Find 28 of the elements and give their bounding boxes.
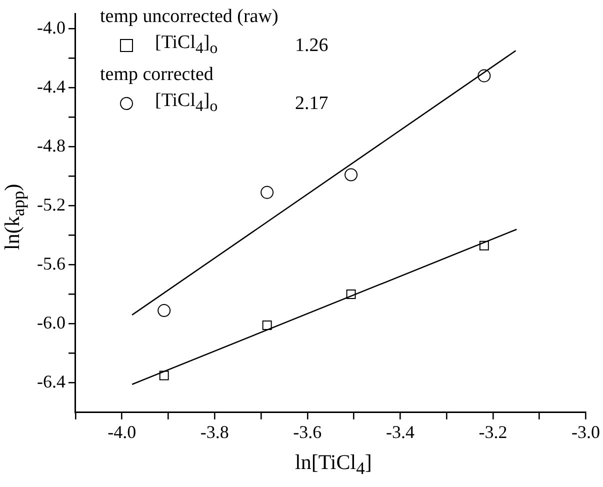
y-tick-label: -4.8 (36, 135, 66, 156)
point (159, 370, 169, 380)
x-tick-label: -3.6 (293, 422, 322, 442)
x-axis-title: ln[TiCl$_{4}$] (295, 450, 372, 480)
point (262, 320, 272, 330)
annotation: temp uncorrected (raw) (100, 5, 280, 29)
x-tick-label: -4.0 (108, 422, 136, 442)
annotation: 1.26 (295, 34, 328, 58)
legend-label: [TiCl$_{4}$]$_{o}$ (155, 31, 219, 59)
y-tick-label: -6.0 (36, 312, 66, 333)
point (478, 69, 491, 82)
y-tick-label: -5.2 (36, 194, 66, 214)
point (346, 290, 356, 300)
point (158, 304, 171, 318)
y-tick-label: -4.0 (36, 17, 66, 38)
point (344, 168, 358, 182)
point (260, 186, 274, 199)
x-tick-label: -3.8 (200, 422, 229, 442)
y-tick-label: -5.6 (36, 254, 66, 274)
x-tick-label: -3.4 (386, 422, 414, 442)
legend-label: [TiCl$_{4}$]$_{o}$ (155, 88, 219, 117)
x-tick-label: -3.2 (478, 422, 508, 442)
y-tick-label: -6.4 (36, 372, 66, 392)
x-tick-label: -3.0 (572, 422, 600, 442)
y-tick-label: -4.4 (36, 76, 66, 96)
point (479, 240, 489, 250)
annotation: temp corrected (100, 62, 214, 87)
annotation: 2.17 (295, 92, 328, 116)
